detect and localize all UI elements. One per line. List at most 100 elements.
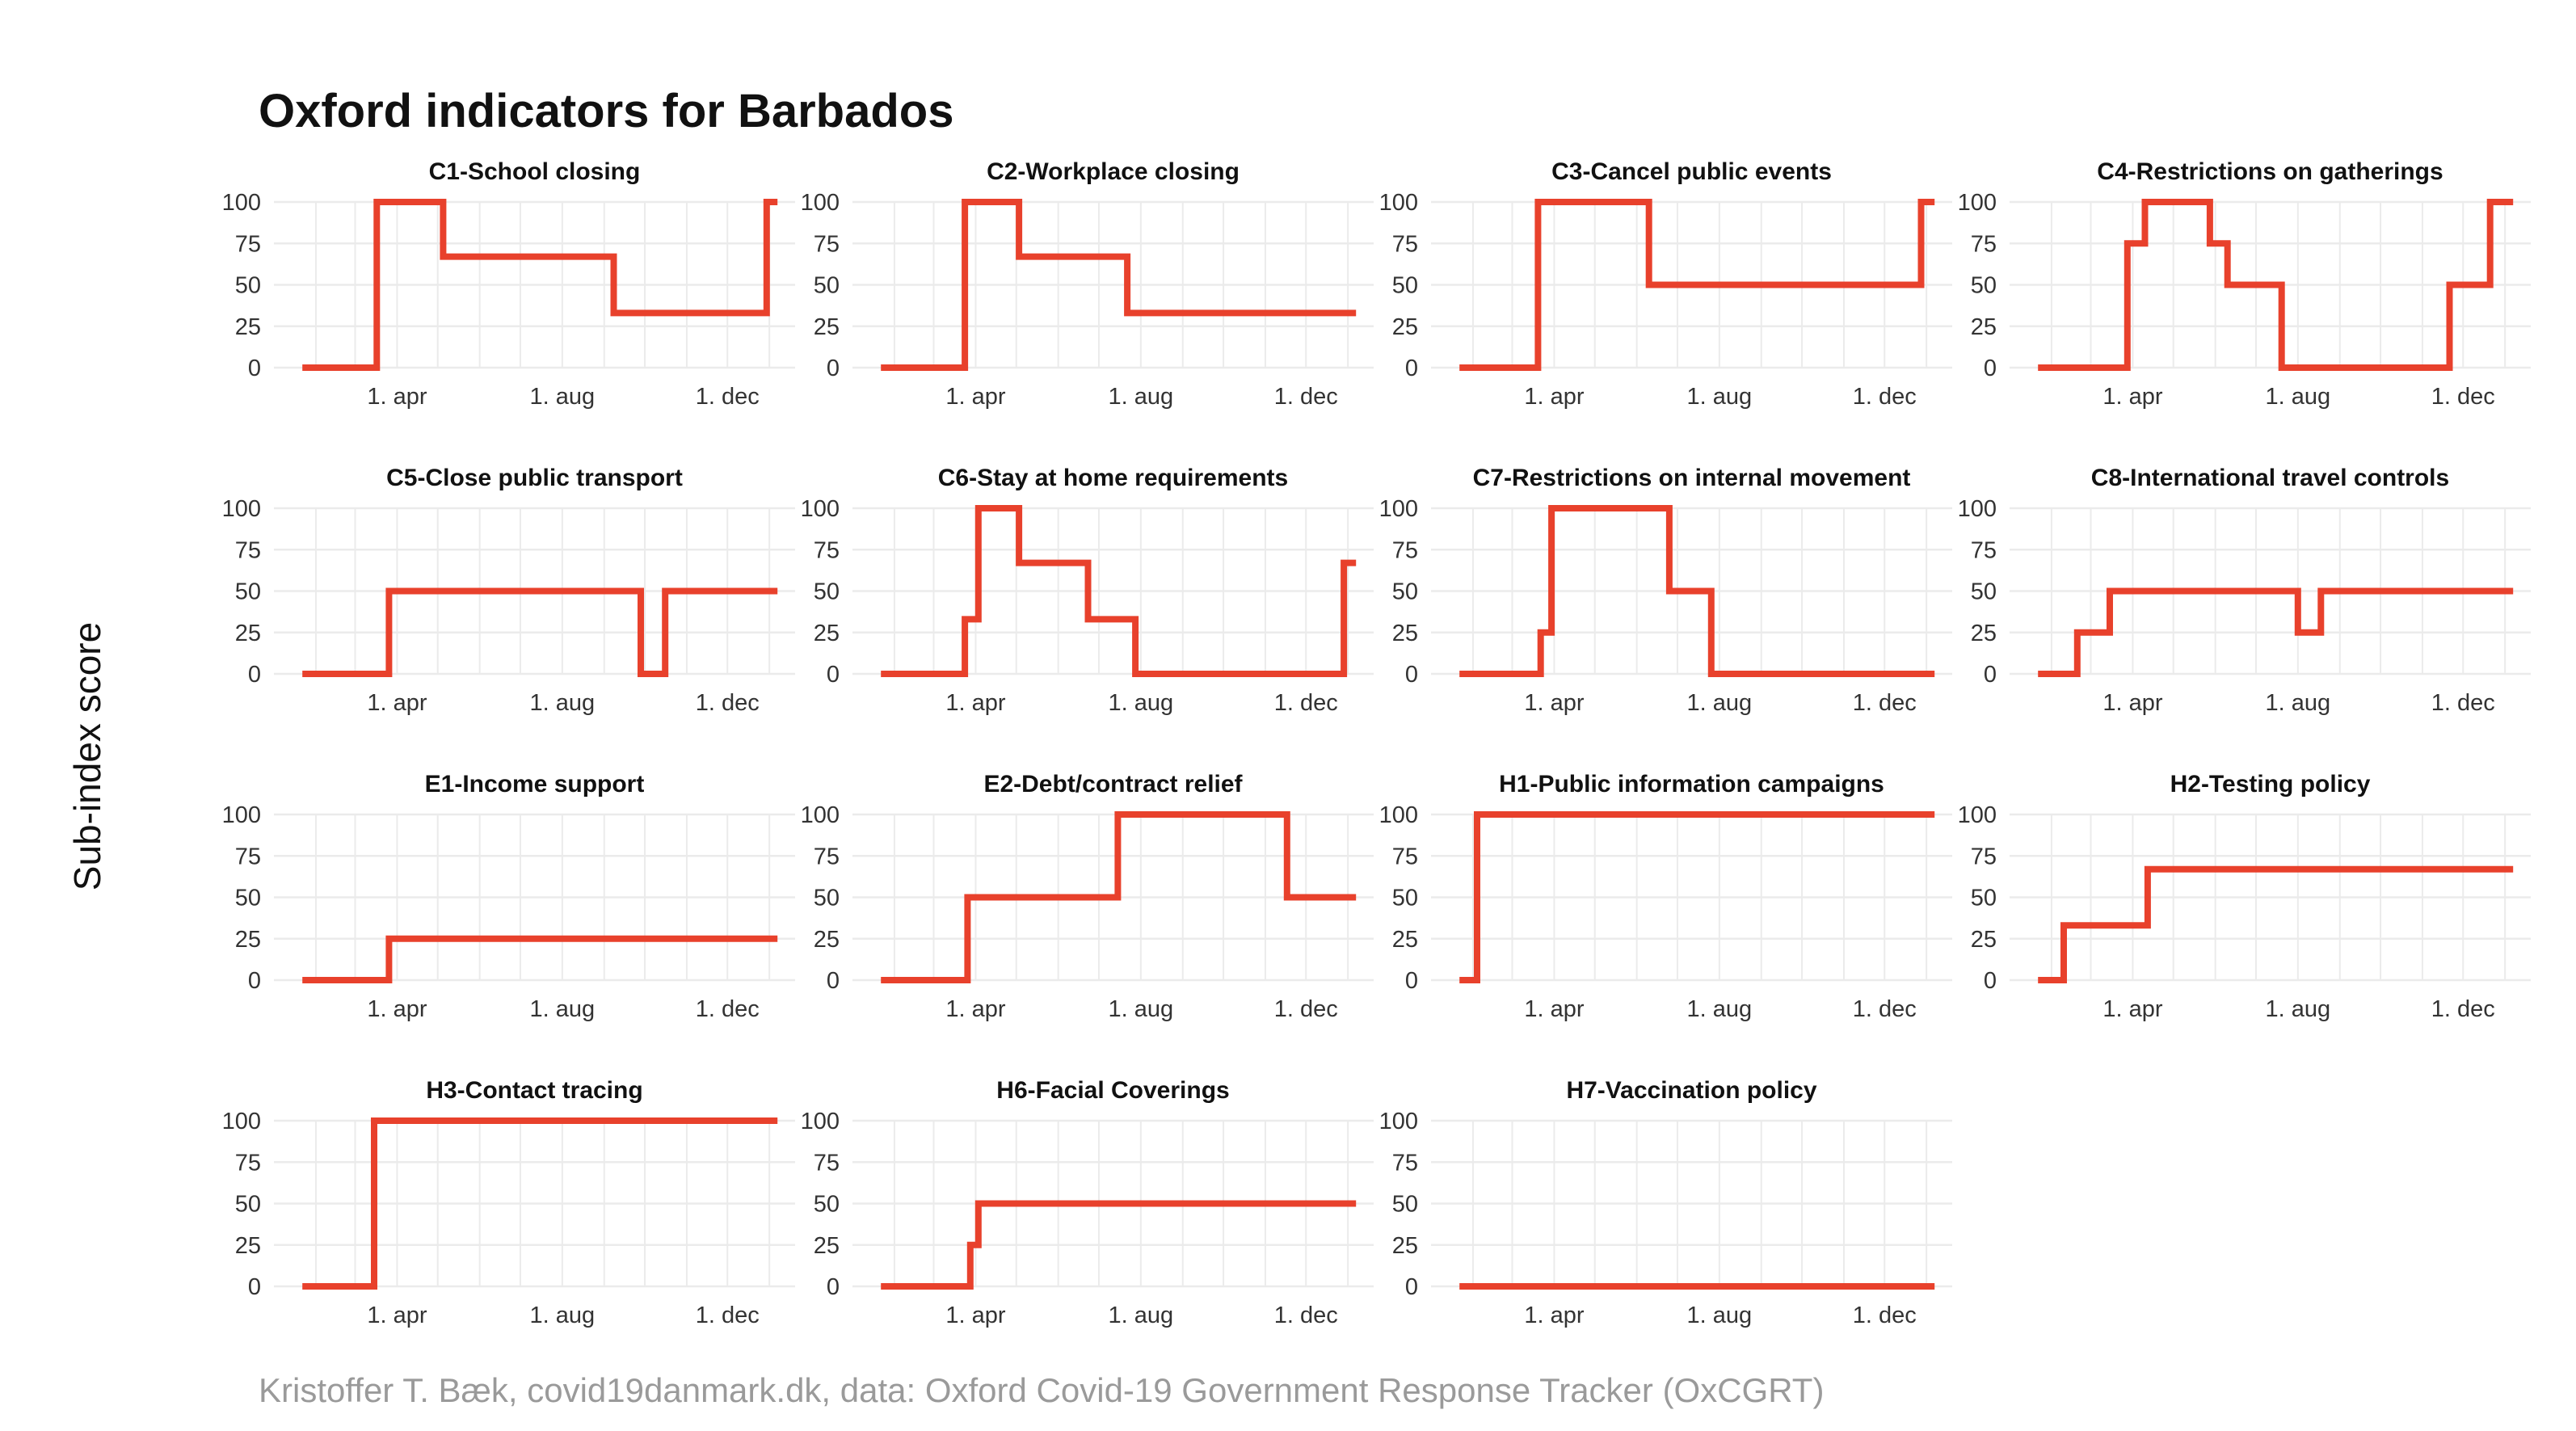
- x-tick-label: 1. dec: [1274, 996, 1338, 1022]
- y-tick-label: 75: [235, 1150, 261, 1176]
- y-tick-label: 75: [1971, 231, 1997, 257]
- y-tick-label: 25: [1392, 314, 1418, 340]
- panel-10: E2-Debt/contract relief 0 25 50 75 100 1. apr 1…: [801, 771, 1374, 1022]
- y-tick-label: 50: [235, 273, 261, 299]
- y-tick-label: 100: [1379, 496, 1418, 522]
- x-tick-label: 1. apr: [2102, 996, 2162, 1022]
- y-tick-label: 25: [814, 314, 840, 340]
- y-tick-label: 25: [814, 621, 840, 646]
- y-tick-label: 0: [827, 968, 840, 994]
- series-line: [2038, 865, 2514, 983]
- x-tick-label: 1. aug: [530, 384, 596, 410]
- series-line: [881, 1200, 1357, 1290]
- x-tick-label: 1. dec: [1853, 690, 1917, 716]
- facet-title: C7-Restrictions on internal movement: [1473, 465, 1911, 491]
- y-tick-label: 25: [1392, 621, 1418, 646]
- x-tick-label: 1. apr: [2102, 690, 2162, 716]
- y-tick-label: 25: [814, 1233, 840, 1259]
- x-tick-label: 1. dec: [2431, 384, 2495, 410]
- x-tick-label: 1. apr: [945, 1303, 1005, 1328]
- y-tick-label: 100: [1958, 496, 1997, 522]
- series-line: [302, 1117, 778, 1290]
- x-tick-label: 1. dec: [696, 384, 760, 410]
- y-tick-label: 75: [814, 1150, 840, 1176]
- x-tick-label: 1. apr: [1524, 996, 1584, 1022]
- x-tick-label: 1. dec: [1853, 384, 1917, 410]
- x-tick-label: 1. dec: [1274, 1303, 1338, 1328]
- y-tick-label: 100: [222, 1109, 261, 1134]
- y-tick-label: 50: [235, 579, 261, 605]
- x-tick-label: 1. apr: [945, 690, 1005, 716]
- panel-15: H7-Vaccination policy 0 25 50 75 100 1. apr 1. …: [1379, 1077, 1952, 1328]
- y-tick-label: 0: [248, 356, 261, 381]
- y-tick-label: 25: [235, 314, 261, 340]
- y-tick-label: 100: [801, 496, 840, 522]
- x-tick-label: 1. aug: [1687, 1303, 1753, 1328]
- x-tick-label: 1. aug: [2266, 690, 2331, 716]
- panel-4: C4-Restrictions on gatherings 0 25 50 75 100 1…: [1958, 158, 2531, 410]
- x-tick-label: 1. aug: [1687, 996, 1753, 1022]
- y-tick-label: 100: [1379, 190, 1418, 216]
- facet-title: C2-Workplace closing: [987, 158, 1240, 185]
- x-tick-label: 1. aug: [1109, 690, 1174, 716]
- x-tick-label: 1. aug: [1109, 996, 1174, 1022]
- y-tick-label: 100: [1958, 190, 1997, 216]
- x-tick-label: 1. apr: [945, 996, 1005, 1022]
- facet-title: H1-Public information campaigns: [1499, 771, 1884, 798]
- y-tick-label: 25: [1971, 621, 1997, 646]
- y-tick-label: 25: [1392, 1233, 1418, 1259]
- y-tick-label: 0: [1405, 356, 1418, 381]
- y-tick-label: 0: [248, 968, 261, 994]
- page-title: Oxford indicators for Barbados: [259, 85, 954, 137]
- y-tick-label: 75: [235, 537, 261, 563]
- series-line: [1459, 199, 1935, 371]
- y-tick-label: 75: [814, 844, 840, 869]
- series-line: [1459, 811, 1935, 983]
- facet-title: H7-Vaccination policy: [1566, 1077, 1816, 1104]
- y-tick-label: 100: [222, 496, 261, 522]
- x-tick-label: 1. dec: [696, 1303, 760, 1328]
- panel-11: H1-Public information campaigns 0 25 50 75 10…: [1379, 771, 1952, 1022]
- y-tick-label: 25: [1392, 927, 1418, 953]
- x-tick-label: 1. aug: [1687, 690, 1753, 716]
- x-tick-label: 1. dec: [2431, 690, 2495, 716]
- y-tick-label: 100: [222, 190, 261, 216]
- x-tick-label: 1. dec: [696, 690, 760, 716]
- y-tick-label: 50: [814, 886, 840, 911]
- facet-title: C4-Restrictions on gatherings: [2097, 158, 2443, 185]
- y-tick-label: 75: [1971, 844, 1997, 869]
- y-tick-label: 25: [814, 927, 840, 953]
- y-tick-label: 0: [248, 662, 261, 688]
- caption: Kristoffer T. Bæk, covid19danmark.dk, da…: [259, 1371, 1825, 1409]
- facet-title: H3-Contact tracing: [426, 1077, 642, 1104]
- y-tick-label: 0: [1984, 662, 1997, 688]
- x-tick-label: 1. apr: [1524, 690, 1584, 716]
- x-tick-label: 1. aug: [2266, 384, 2331, 410]
- y-tick-label: 25: [235, 927, 261, 953]
- x-tick-label: 1. dec: [1274, 690, 1338, 716]
- y-tick-label: 50: [1392, 579, 1418, 605]
- y-tick-label: 75: [235, 844, 261, 869]
- facet-title: E1-Income support: [425, 771, 645, 798]
- panel-2: C2-Workplace closing 0 25 50 75 100 1. apr 1. a…: [801, 158, 1374, 410]
- y-tick-label: 0: [827, 662, 840, 688]
- facet-title: C5-Close public transport: [386, 465, 683, 491]
- y-tick-label: 50: [1971, 273, 1997, 299]
- y-tick-label: 25: [235, 621, 261, 646]
- y-tick-label: 75: [814, 537, 840, 563]
- y-tick-label: 0: [827, 356, 840, 381]
- series-line: [302, 587, 778, 677]
- y-tick-label: 50: [814, 273, 840, 299]
- x-tick-label: 1. aug: [1687, 384, 1753, 410]
- x-tick-label: 1. apr: [367, 996, 427, 1022]
- series-line: [881, 811, 1357, 983]
- panel-1: C1-School closing 0 25 50 75 100 1. apr 1. aug 1…: [222, 158, 795, 410]
- x-tick-label: 1. apr: [1524, 1303, 1584, 1328]
- y-tick-label: 25: [235, 1233, 261, 1259]
- y-tick-label: 50: [1392, 886, 1418, 911]
- facet-title: C6-Stay at home requirements: [938, 465, 1288, 491]
- series-line: [881, 199, 1357, 371]
- y-tick-label: 100: [801, 1109, 840, 1134]
- facet-title: C8-International travel controls: [2091, 465, 2449, 491]
- x-tick-label: 1. apr: [367, 690, 427, 716]
